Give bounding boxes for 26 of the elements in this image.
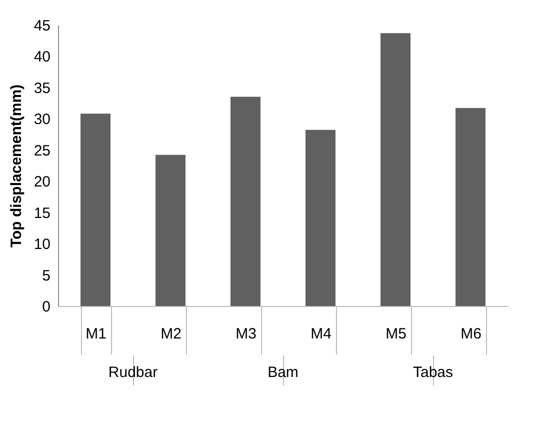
bar [380, 33, 410, 306]
y-tick-label: 10 [34, 236, 50, 254]
y-tick-label: 0 [42, 298, 50, 316]
bar [456, 108, 486, 306]
y-tick-label: 5 [42, 267, 50, 284]
x-tick-label: M2 [160, 326, 182, 342]
y-tick-label: 40 [34, 48, 50, 66]
y-tick-label: 35 [34, 80, 50, 97]
y-tick-label: 25 [34, 142, 50, 160]
y-tick-label: 45 [34, 18, 50, 34]
text: Bam [268, 364, 298, 381]
x-tick-label: M5 [386, 326, 406, 342]
y-tick-label: 15 [34, 204, 50, 222]
y-tick-label: 20 [34, 174, 50, 191]
x-tick-label: M1 [86, 326, 106, 342]
x-tick-label: M3 [236, 326, 256, 342]
bar [156, 154, 186, 306]
x-tick-label: M6 [460, 326, 482, 342]
y-axis-title: Top displacement(mm) [8, 84, 25, 248]
bar [306, 130, 336, 306]
y-tick-label: 30 [34, 111, 50, 128]
bar [80, 114, 110, 306]
x-tick-label: M4 [310, 326, 332, 342]
text: Rudbar [108, 364, 158, 381]
text: Tabas [412, 364, 454, 381]
bar [230, 96, 260, 306]
